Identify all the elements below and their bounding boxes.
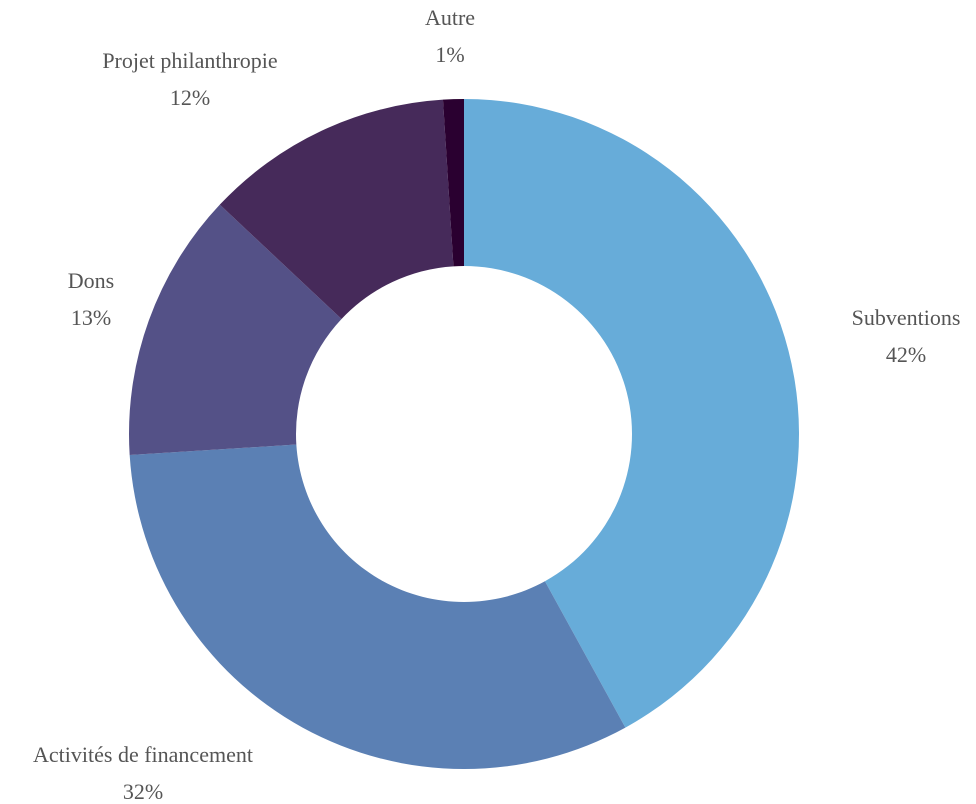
donut-segment	[219, 99, 454, 319]
category-label: Projet philanthropie	[102, 48, 277, 73]
donut-segment	[442, 99, 464, 267]
category-label: Autre	[425, 5, 475, 30]
donut-segment	[129, 204, 342, 456]
value-label: 32%	[123, 779, 163, 804]
value-label: 12%	[170, 85, 210, 110]
value-label: 13%	[71, 305, 111, 330]
value-label: 42%	[886, 342, 926, 367]
category-label: Dons	[68, 268, 114, 293]
category-label: Subventions	[852, 305, 961, 330]
donut-segment	[129, 444, 626, 769]
value-label: 1%	[435, 42, 464, 67]
donut-segment	[464, 99, 799, 728]
category-label: Activités de financement	[33, 742, 253, 767]
